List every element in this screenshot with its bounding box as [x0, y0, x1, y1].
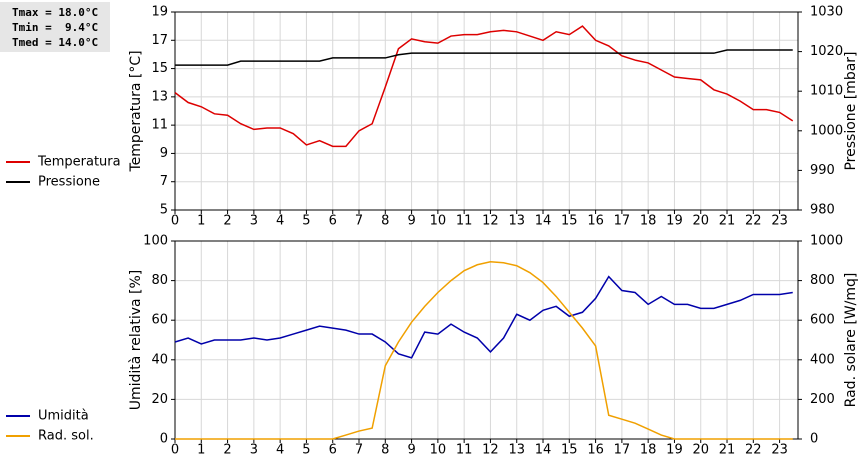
x-tick-label: 16 — [587, 443, 604, 458]
legend-label: Umidità — [38, 409, 89, 424]
x-tick-label: 15 — [561, 443, 578, 458]
y-tick-label: 20 — [151, 392, 168, 407]
annotation: Tmax = 18.0°C — [12, 6, 98, 19]
y2-tick-label: 1010 — [810, 84, 843, 99]
x-tick-label: 12 — [482, 443, 499, 458]
y-axis-label: Umidità relativa [%] — [128, 270, 144, 411]
x-tick-label: 23 — [771, 214, 788, 229]
y-tick-label: 11 — [151, 118, 168, 133]
x-tick-label: 22 — [745, 443, 762, 458]
y-tick-label: 15 — [151, 61, 168, 76]
x-tick-label: 16 — [587, 214, 604, 229]
y-tick-label: 80 — [151, 273, 168, 288]
x-tick-label: 19 — [666, 214, 683, 229]
x-tick-label: 2 — [223, 214, 231, 229]
plot-frame — [174, 240, 799, 440]
y2-tick-label: 990 — [810, 163, 835, 178]
series-line — [175, 49, 793, 66]
plot-area — [175, 241, 798, 439]
x-tick-label: 8 — [381, 214, 389, 229]
x-tick-label: 1 — [197, 214, 205, 229]
y-tick-label: 7 — [160, 174, 168, 189]
y-tick-label: 17 — [151, 33, 168, 48]
y2-tick-label: 1000 — [810, 234, 843, 249]
y-tick-label: 0 — [160, 432, 168, 447]
x-tick-label: 10 — [430, 214, 447, 229]
x-tick-label: 23 — [771, 443, 788, 458]
x-tick-label: 22 — [745, 214, 762, 229]
x-tick-label: 3 — [250, 214, 258, 229]
x-tick-label: 5 — [302, 214, 310, 229]
x-tick-label: 1 — [197, 443, 205, 458]
y2-axis-label: Rad. solare [W/mq] — [843, 273, 859, 408]
x-tick-label: 0 — [171, 214, 179, 229]
x-tick-label: 13 — [508, 214, 525, 229]
y-tick-label: 100 — [143, 234, 168, 249]
y2-tick-label: 800 — [810, 273, 835, 288]
stats-box — [0, 2, 110, 52]
x-tick-label: 4 — [276, 214, 284, 229]
plot-area — [175, 12, 798, 210]
x-tick-label: 0 — [171, 443, 179, 458]
x-tick-label: 14 — [535, 443, 552, 458]
series-line — [175, 261, 793, 440]
x-tick-label: 11 — [456, 214, 473, 229]
x-tick-label: 3 — [250, 443, 258, 458]
x-tick-label: 21 — [719, 443, 736, 458]
y2-axis-label: Pressione [mbar] — [843, 51, 859, 170]
series-line — [174, 25, 794, 148]
x-tick-label: 12 — [482, 214, 499, 229]
y-tick-label: 19 — [151, 5, 168, 20]
legend-label: Rad. sol. — [38, 429, 94, 444]
y2-tick-label: 600 — [810, 313, 835, 328]
x-tick-label: 4 — [276, 443, 284, 458]
x-tick-label: 17 — [614, 214, 631, 229]
x-tick-label: 20 — [692, 214, 709, 229]
annotation: Tmin = 9.4°C — [12, 21, 98, 34]
x-tick-label: 18 — [640, 214, 657, 229]
y2-tick-label: 980 — [810, 203, 835, 218]
y-tick-label: 60 — [151, 313, 168, 328]
x-tick-label: 9 — [407, 214, 415, 229]
x-tick-label: 13 — [508, 443, 525, 458]
x-tick-label: 20 — [692, 443, 709, 458]
y-tick-label: 9 — [160, 146, 168, 161]
x-tick-label: 9 — [407, 443, 415, 458]
x-tick-label: 14 — [535, 214, 552, 229]
x-tick-label: 6 — [329, 214, 337, 229]
y-tick-label: 40 — [151, 352, 168, 367]
x-tick-label: 21 — [719, 214, 736, 229]
annotation: Tmed = 14.0°C — [12, 36, 98, 49]
x-tick-label: 18 — [640, 443, 657, 458]
x-tick-label: 7 — [355, 443, 363, 458]
x-tick-label: 17 — [614, 443, 631, 458]
x-tick-label: 6 — [329, 443, 337, 458]
legend-label: Temperatura — [37, 155, 121, 170]
legend-label: Pressione — [38, 175, 100, 190]
x-tick-label: 7 — [355, 214, 363, 229]
y2-tick-label: 1030 — [810, 5, 843, 20]
y-tick-label: 5 — [160, 203, 168, 218]
y2-tick-label: 400 — [810, 352, 835, 367]
y2-tick-label: 1020 — [810, 44, 843, 59]
x-tick-label: 8 — [381, 443, 389, 458]
y2-tick-label: 0 — [810, 432, 818, 447]
y2-tick-label: 1000 — [810, 123, 843, 138]
plot-frame — [174, 11, 799, 211]
x-tick-label: 19 — [666, 443, 683, 458]
x-tick-label: 11 — [456, 443, 473, 458]
x-tick-label: 2 — [223, 443, 231, 458]
x-tick-label: 5 — [302, 443, 310, 458]
x-tick-label: 10 — [430, 443, 447, 458]
x-tick-label: 15 — [561, 214, 578, 229]
y-axis-label: Temperatura [°C] — [128, 50, 144, 172]
y2-tick-label: 200 — [810, 392, 835, 407]
series-line — [174, 275, 793, 359]
y-tick-label: 13 — [151, 89, 168, 104]
